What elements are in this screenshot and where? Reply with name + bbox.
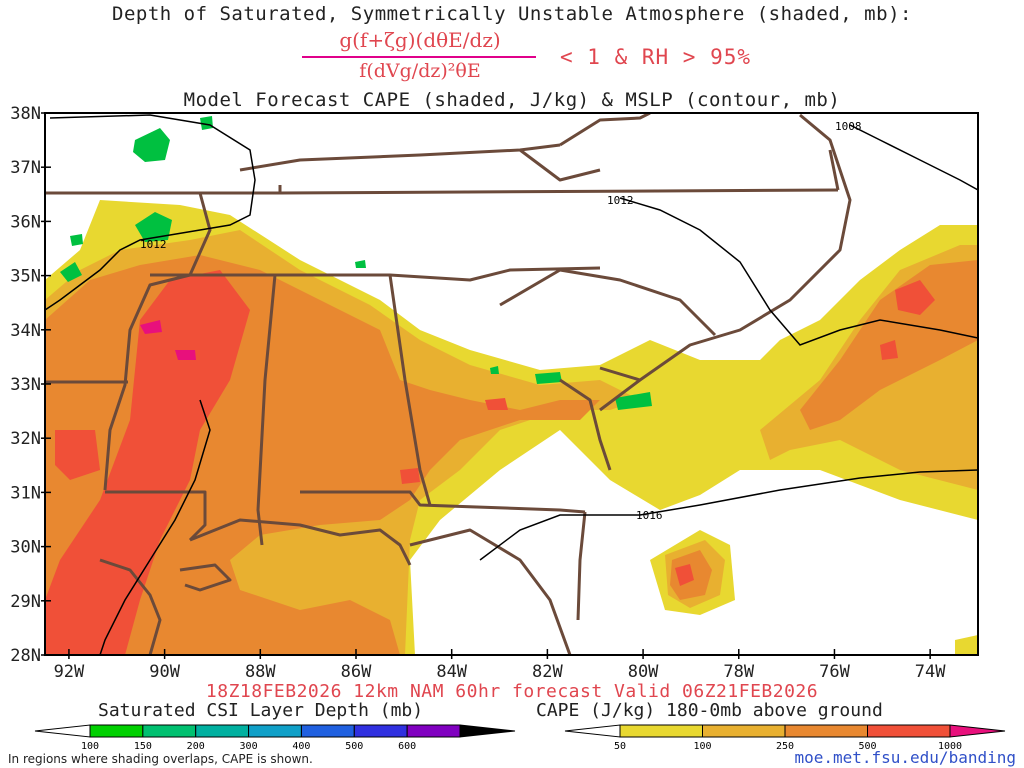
legend-tick-label: 300	[240, 741, 258, 752]
lon-tick-label: 78W	[723, 662, 754, 682]
lat-tick-label: 29N	[10, 592, 41, 612]
lat-tick-label: 31N	[10, 483, 41, 503]
legend-arrow-low	[34, 724, 91, 738]
lat-tick-label: 35N	[10, 267, 41, 287]
legend-tick-label: 1000	[938, 741, 962, 752]
legend-swatch	[89, 724, 144, 738]
map-title: Depth of Saturated, Symmetrically Unstab…	[112, 3, 912, 25]
csi-shading	[60, 116, 652, 410]
formula-fraction-bar	[302, 56, 536, 58]
lat-ticks	[41, 112, 51, 656]
map-field: 1012 1012 1008 1016	[45, 113, 978, 655]
legend-swatch	[195, 724, 250, 738]
legend-swatch	[867, 724, 951, 738]
credit-link[interactable]: moe.met.fsu.edu/banding	[794, 748, 1016, 767]
lon-tick-label: 88W	[245, 662, 276, 682]
state-borders	[45, 113, 852, 655]
isobar-label: 1012	[140, 238, 167, 251]
cape-shading-500	[45, 270, 935, 655]
lat-tick-label: 30N	[10, 538, 41, 558]
lon-tick-label: 82W	[532, 662, 563, 682]
legend-tick-label: 100	[693, 741, 711, 752]
legend-tick-label: 200	[187, 741, 205, 752]
legend-swatch	[702, 724, 786, 738]
legend-tick-label: 500	[345, 741, 363, 752]
isobar-label: 1016	[636, 509, 663, 522]
isobars	[45, 114, 978, 655]
lon-tick-label: 86W	[341, 662, 372, 682]
cape-legend-title: CAPE (J/kg) 180-0mb above ground	[536, 700, 883, 721]
legend-tick-label: 400	[292, 741, 310, 752]
legend-tick-label: 250	[776, 741, 794, 752]
formula-numerator: g(f+ζg)(dθE/dz)	[339, 28, 501, 52]
lat-labels: 38N 37N 36N 35N 34N 33N 32N 31N 30N 29N 28N	[10, 104, 41, 666]
legend-swatch	[300, 724, 355, 738]
lat-tick-label: 28N	[10, 646, 41, 666]
isobar-label: 1012	[607, 194, 634, 207]
lat-tick-label: 34N	[10, 321, 41, 341]
cape-shading-1000	[140, 320, 196, 360]
legend-arrow-high	[949, 724, 1006, 738]
lat-tick-label: 37N	[10, 158, 41, 178]
legend-swatch	[142, 724, 197, 738]
legend-tick-label: 50	[614, 741, 626, 752]
isobar-labels: 1012 1012 1008 1016	[140, 120, 862, 522]
lon-ticks	[68, 649, 931, 659]
lat-tick-label: 38N	[10, 104, 41, 124]
formula-denominator: f(dVg/dz)²θE	[359, 60, 481, 82]
legend-tick-label: 100	[81, 741, 99, 752]
csi-legend-bar: 100 150 200 300 400 500 600	[34, 724, 516, 752]
legend-swatch	[784, 724, 868, 738]
forecast-run-info: 18Z18FEB2026 12km NAM 60hr forecast Vali…	[205, 681, 819, 702]
cape-legend-bar: 50 100 250 500 1000	[564, 724, 1006, 752]
legend-arrow-low	[564, 724, 621, 738]
formula-condition: < 1 & RH > 95%	[560, 45, 752, 69]
lat-tick-label: 36N	[10, 212, 41, 232]
isobar-label: 1008	[835, 120, 862, 133]
legend-tick-label: 600	[398, 741, 416, 752]
legend-swatch	[353, 724, 408, 738]
csi-legend-title: Saturated CSI Layer Depth (mb)	[98, 700, 424, 721]
lon-tick-label: 74W	[915, 662, 946, 682]
legend-swatch	[619, 724, 703, 738]
legend-tick-label: 500	[858, 741, 876, 752]
lat-tick-label: 32N	[10, 429, 41, 449]
legend-arrow-high	[459, 724, 516, 738]
lon-tick-label: 92W	[54, 662, 85, 682]
overlap-note: In regions where shading overlaps, CAPE …	[8, 752, 313, 766]
lon-tick-label: 90W	[149, 662, 180, 682]
lat-tick-label: 33N	[10, 375, 41, 395]
legend-swatch	[406, 724, 461, 738]
lon-tick-label: 84W	[436, 662, 467, 682]
legend-swatch	[248, 724, 302, 738]
lon-tick-label: 80W	[628, 662, 659, 682]
legend-tick-label: 150	[134, 741, 152, 752]
lon-tick-label: 76W	[819, 662, 850, 682]
lon-labels: 92W 90W 88W 86W 84W 82W 80W 78W 76W 74W	[54, 662, 947, 682]
map-subtitle: Model Forecast CAPE (shaded, J/kg) & MSL…	[183, 89, 841, 111]
